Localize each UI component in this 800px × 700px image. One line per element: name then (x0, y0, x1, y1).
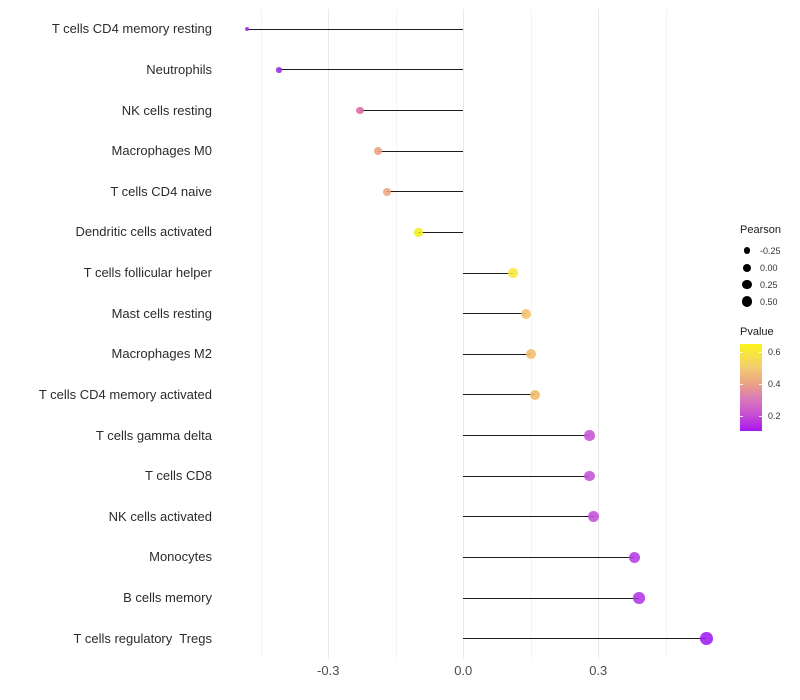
stem (463, 313, 527, 315)
data-point-dot (584, 430, 595, 441)
stem (463, 353, 531, 355)
data-point-dot (383, 188, 391, 196)
category-label: T cells regulatory Tregs (73, 630, 212, 646)
stem (247, 28, 464, 30)
gridline-major (328, 9, 330, 659)
data-point-dot (584, 470, 595, 482)
category-label: T cells follicular helper (83, 265, 212, 281)
colorbar (740, 344, 762, 431)
data-point-dot (633, 592, 645, 604)
legend-size-dot-cell (740, 296, 754, 307)
data-point-dot (276, 67, 282, 73)
legend-size-dot-cell (740, 279, 754, 290)
category-label: Macrophages M0 (111, 143, 212, 159)
legend-size: Pearson -0.25 0.00 0.25 0.50 (740, 224, 798, 310)
stem (463, 556, 635, 558)
stem (377, 150, 464, 152)
colorbar-tick (740, 352, 743, 353)
legend-size-entry: 0.25 (740, 276, 798, 293)
data-point-dot (525, 349, 536, 360)
data-point-dot (521, 308, 532, 319)
data-point-dot (588, 511, 600, 523)
stem (386, 191, 464, 193)
category-label: Monocytes (149, 549, 212, 565)
data-point-dot (374, 147, 382, 155)
x-tick-label: 0.3 (589, 663, 608, 678)
category-label: T cells CD4 memory activated (38, 386, 212, 402)
stem (463, 475, 590, 477)
stem (463, 638, 707, 640)
category-label: NK cells resting (121, 102, 212, 118)
category-label: Mast cells resting (111, 305, 212, 321)
legend-size-entry: 0.00 (740, 259, 798, 276)
legend-color-title: Pvalue (740, 326, 774, 338)
legend-size-dot (742, 279, 752, 290)
data-point-dot (508, 268, 518, 278)
legend-size-dot-cell (740, 263, 754, 272)
colorbar-tick (759, 416, 762, 417)
category-label: T cells CD4 memory resting (51, 21, 212, 37)
colorbar-tick (740, 384, 743, 385)
legend-size-dot-cell (740, 247, 754, 254)
colorbar-tick-label: 0.6 (768, 347, 781, 357)
category-label: B cells memory (123, 590, 212, 606)
gridline-minor (665, 9, 667, 659)
stem (463, 516, 594, 518)
legend-size-label: 0.25 (760, 279, 778, 290)
stem (278, 69, 464, 71)
category-label: Dendritic cells activated (75, 224, 212, 240)
colorbar-tick (759, 352, 762, 353)
data-point-dot (530, 389, 541, 400)
data-point-dot (628, 551, 640, 563)
category-label: T cells CD8 (145, 468, 212, 484)
legend-size-label: 0.50 (760, 296, 778, 307)
colorbar-tick-label: 0.4 (768, 379, 781, 389)
stem (359, 110, 464, 112)
gridline-minor (395, 9, 397, 659)
legend-size-entry: 0.50 (740, 293, 798, 310)
legend-size-title: Pearson (740, 224, 781, 236)
legend-size-entry: -0.25 (740, 242, 798, 259)
stem (463, 394, 536, 396)
gridline-minor (260, 9, 262, 659)
category-label: Macrophages M2 (111, 346, 212, 362)
legend-size-dot (743, 247, 751, 254)
stem (418, 231, 464, 233)
data-point-dot (700, 632, 713, 645)
data-point-dot (414, 228, 423, 237)
data-point-dot (245, 27, 250, 32)
stem (463, 435, 590, 437)
legend-size-dot (743, 263, 751, 272)
legend-size-label: -0.25 (760, 245, 781, 256)
category-label: T cells CD4 naive (110, 183, 212, 199)
x-tick-label: 0.0 (454, 663, 473, 678)
category-label: T cells gamma delta (95, 427, 212, 443)
stem (463, 597, 639, 599)
colorbar-tick-label: 0.2 (768, 411, 781, 421)
category-label: NK cells activated (108, 508, 212, 524)
legend-color: Pvalue 0.6 0.4 0.2 (740, 326, 798, 436)
legend: Pearson -0.25 0.00 0.25 0.50 Pvalue 0.6 0.4 0… (740, 224, 798, 436)
plot-panel (227, 9, 731, 659)
legend-size-entries: -0.25 0.00 0.25 0.50 (740, 242, 798, 310)
stem (463, 272, 513, 274)
legend-size-label: 0.00 (760, 262, 778, 273)
gridline-minor (530, 9, 532, 659)
category-label: Neutrophils (146, 61, 212, 77)
legend-size-dot (741, 296, 753, 307)
colorbar-tick (759, 384, 762, 385)
colorbar-wrap: 0.6 0.4 0.2 (740, 344, 798, 436)
colorbar-tick (740, 416, 743, 417)
data-point-dot (356, 106, 364, 115)
x-tick-label: -0.3 (317, 663, 340, 678)
gridline-major (598, 9, 600, 659)
gridline-major (463, 9, 465, 659)
